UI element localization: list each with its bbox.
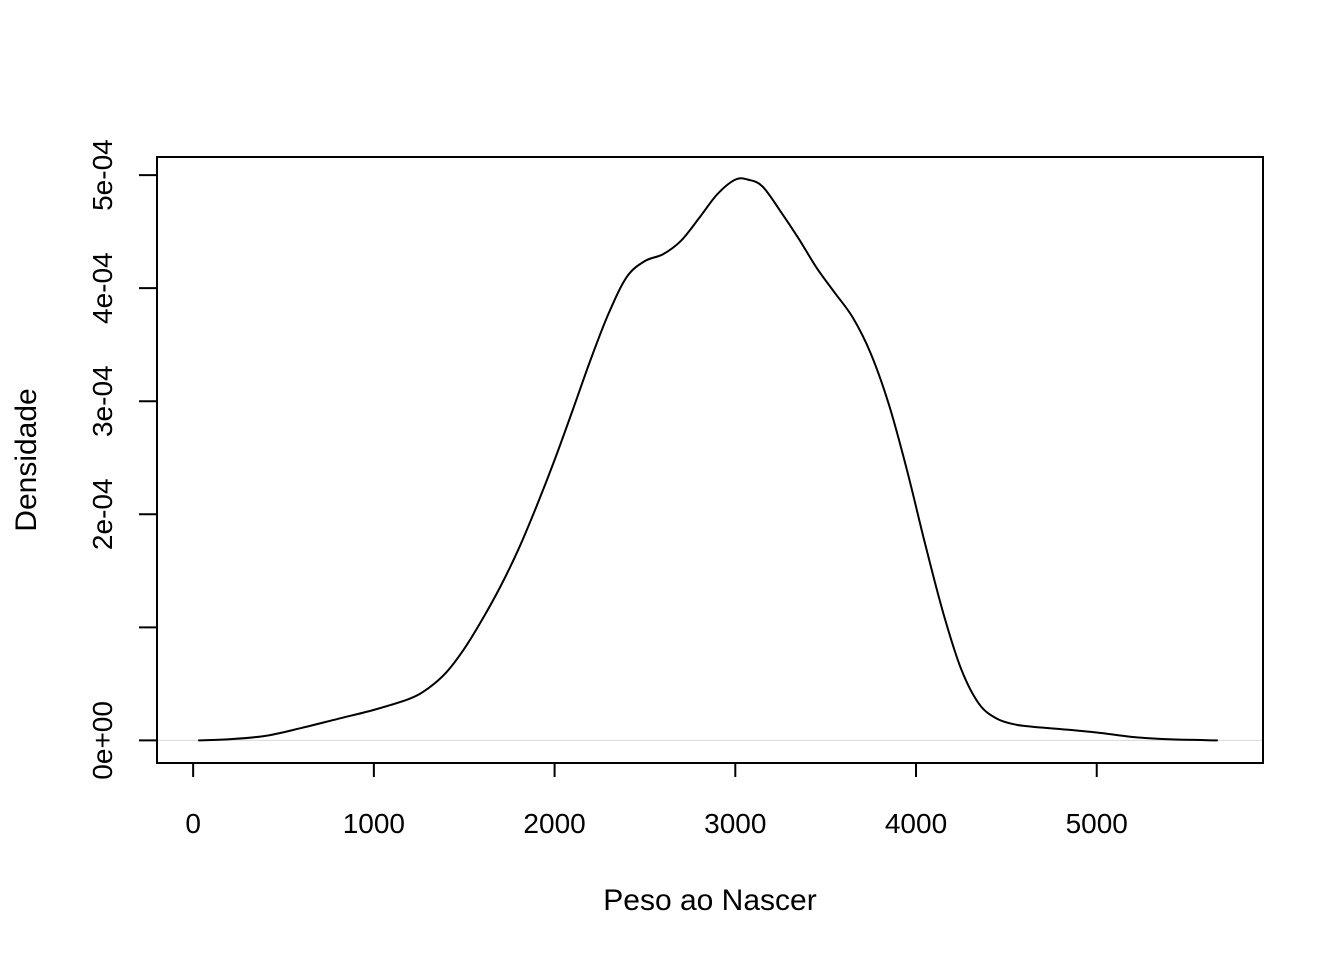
x-tick-label: 5000 bbox=[1066, 808, 1128, 839]
y-axis: 0e+00 2e-04 3e-04 4e-04 5e-04 bbox=[87, 139, 158, 780]
x-tick-label: 4000 bbox=[885, 808, 947, 839]
y-axis-title: Densidade bbox=[10, 388, 43, 531]
x-tick-label: 1000 bbox=[343, 808, 405, 839]
y-tick-label: 4e-04 bbox=[87, 252, 118, 324]
y-tick-label: 3e-04 bbox=[87, 365, 118, 437]
x-tick-label: 0 bbox=[185, 808, 201, 839]
density-curve bbox=[198, 177, 1218, 742]
x-axis: 0 1000 2000 3000 4000 5000 bbox=[185, 762, 1128, 839]
plot-frame bbox=[156, 156, 1264, 764]
x-axis-title: Peso ao Nascer bbox=[603, 884, 816, 917]
y-tick-label: 5e-04 bbox=[87, 139, 118, 211]
x-tick-label: 3000 bbox=[704, 808, 766, 839]
y-tick-label: 2e-04 bbox=[87, 478, 118, 550]
y-tick-label: 0e+00 bbox=[87, 701, 118, 780]
x-tick-label: 2000 bbox=[523, 808, 585, 839]
